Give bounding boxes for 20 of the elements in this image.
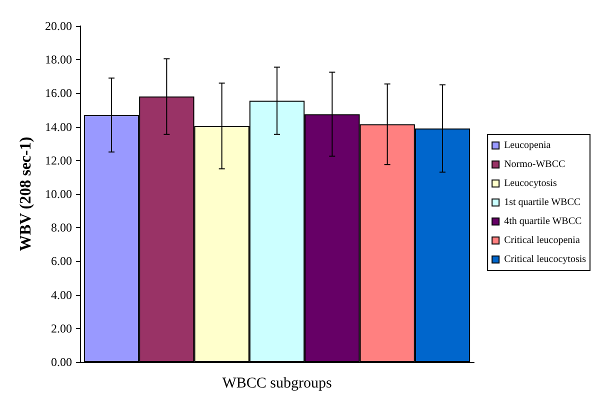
y-tick-label: 14.00: [45, 120, 72, 134]
legend-label: Critical leucopenia: [504, 235, 580, 246]
legend-label: Critical leucocytosis: [504, 254, 586, 265]
legend-label: Normo-WBCC: [504, 159, 566, 170]
legend-label: Leucocytosis: [504, 178, 557, 189]
x-axis-title: WBCC subgroups: [222, 376, 332, 392]
y-tick-label: 20.00: [45, 19, 72, 33]
legend-label: Leucopenia: [504, 140, 552, 151]
y-tick-label: 8.00: [51, 220, 72, 235]
legend-label: 1st quartile WBCC: [504, 197, 581, 208]
y-tick-label: 6.00: [51, 254, 72, 268]
legend-label: 4th quartile WBCC: [504, 216, 582, 227]
y-tick-label: 4.00: [51, 288, 72, 302]
y-tick-label: 18.00: [45, 52, 72, 67]
y-tick-label: 16.00: [45, 86, 72, 100]
y-tick-label: 12.00: [45, 153, 72, 168]
y-tick-label: 0.00: [51, 355, 72, 369]
y-tick-label: 10.00: [45, 187, 72, 201]
y-tick-label: 2.00: [51, 321, 72, 336]
y-axis-title: WBV (208 sec-1): [18, 136, 35, 252]
